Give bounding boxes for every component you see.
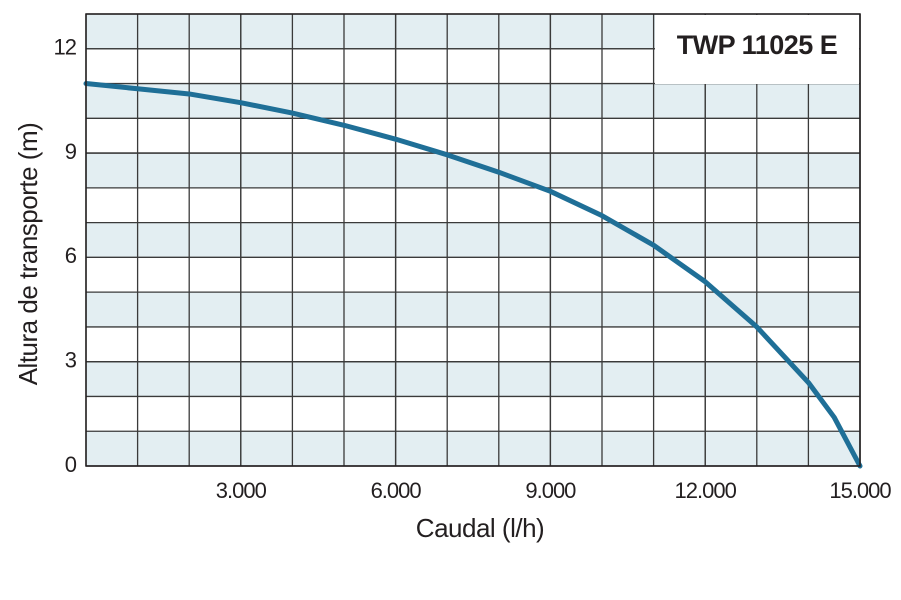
plot-frame [85,13,861,467]
x-tick-label: 3.000 [216,478,267,503]
y-axis-title: Altura de transporte (m) [13,123,43,386]
band [86,83,860,119]
chart-title: TWP 11025 E [677,30,838,60]
plot-background [86,14,860,466]
band [86,292,860,327]
ticks: 0 3 6 9 12 3.000 6.000 9.000 12.000 15.000 [54,35,893,503]
band [86,222,860,258]
x-tick-label: 9.000 [525,478,576,503]
x-tick-label: 12.000 [675,478,737,503]
band [86,361,860,397]
x-axis-title: Caudal (l/h) [416,513,544,543]
y-tick-label: 6 [65,243,77,268]
band [86,431,860,466]
title-box [655,15,859,84]
series-line [83,81,863,469]
x-tick-label: 6.000 [371,478,422,503]
y-tick-label: 12 [54,35,77,60]
band [86,153,860,188]
y-tick-label: 9 [65,139,77,164]
plot-lines [83,81,863,469]
y-tick-label: 0 [65,452,77,477]
x-tick-label: 15.000 [829,478,891,503]
y-tick-label: 3 [65,348,77,373]
